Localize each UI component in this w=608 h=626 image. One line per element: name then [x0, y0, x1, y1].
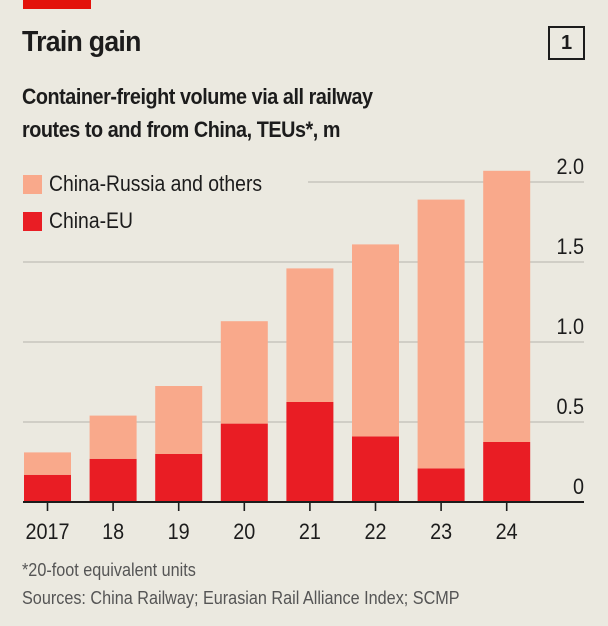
subtitle-line-1: Container-freight volume via all railway	[22, 84, 373, 109]
bar-china-russia-22	[352, 244, 399, 437]
x-tick-label: 21	[299, 520, 321, 544]
x-tick-label: 2017	[25, 520, 69, 544]
bar-china-russia-2017	[24, 452, 71, 475]
bar-china-russia-20	[220, 321, 268, 424]
subtitle-line-2: routes to and from China, TEUs*, m	[22, 117, 341, 142]
x-tick-label: 24	[496, 520, 518, 544]
x-tick-label: 18	[102, 520, 124, 544]
x-tick-label: 22	[364, 520, 386, 544]
footnote-teu: *20-foot equivalent units	[22, 560, 196, 580]
legend-swatch-china-russia	[23, 174, 42, 194]
bar-china-russia-23	[417, 199, 465, 469]
bar-china-russia-18	[89, 415, 137, 459]
x-tick-label: 19	[168, 520, 190, 544]
bar-china-eu-20	[220, 423, 268, 502]
bar-china-eu-24	[483, 442, 531, 502]
x-tick-label: 23	[430, 520, 452, 544]
y-tick-label: 1.0	[556, 315, 584, 339]
legend-label-china-eu: China-EU	[49, 208, 133, 233]
bar-china-eu-19	[155, 454, 203, 502]
bar-china-eu-21	[286, 402, 334, 502]
bar-china-russia-19	[155, 386, 203, 454]
y-tick-label: 2.0	[556, 155, 584, 179]
legend-item-china-russia: China-Russia and others	[23, 171, 291, 196]
bar-china-russia-21	[286, 268, 334, 402]
legend-item-china-eu: China-EU	[23, 208, 144, 233]
x-tick-label: 20	[233, 520, 255, 544]
bar-china-eu-22	[352, 436, 399, 502]
legend-swatch-china-eu	[23, 211, 42, 231]
legend-label-china-russia: China-Russia and others	[49, 171, 263, 196]
bar-china-eu-2017	[24, 474, 71, 502]
y-tick-label: 0	[573, 475, 584, 499]
footnote-sources: Sources: China Railway; Eurasian Rail Al…	[22, 588, 460, 608]
y-tick-label: 1.5	[556, 235, 584, 259]
bar-china-eu-23	[417, 468, 465, 502]
y-tick-label: 0.5	[556, 395, 584, 419]
chart-title: Train gain	[22, 26, 141, 58]
chart-subtitle: Container-freight volume via all railway…	[22, 80, 373, 146]
chart-number-badge: 1	[548, 26, 585, 60]
brand-red-tab	[23, 0, 91, 9]
bar-china-russia-24	[483, 170, 531, 443]
bar-china-eu-18	[89, 458, 137, 502]
